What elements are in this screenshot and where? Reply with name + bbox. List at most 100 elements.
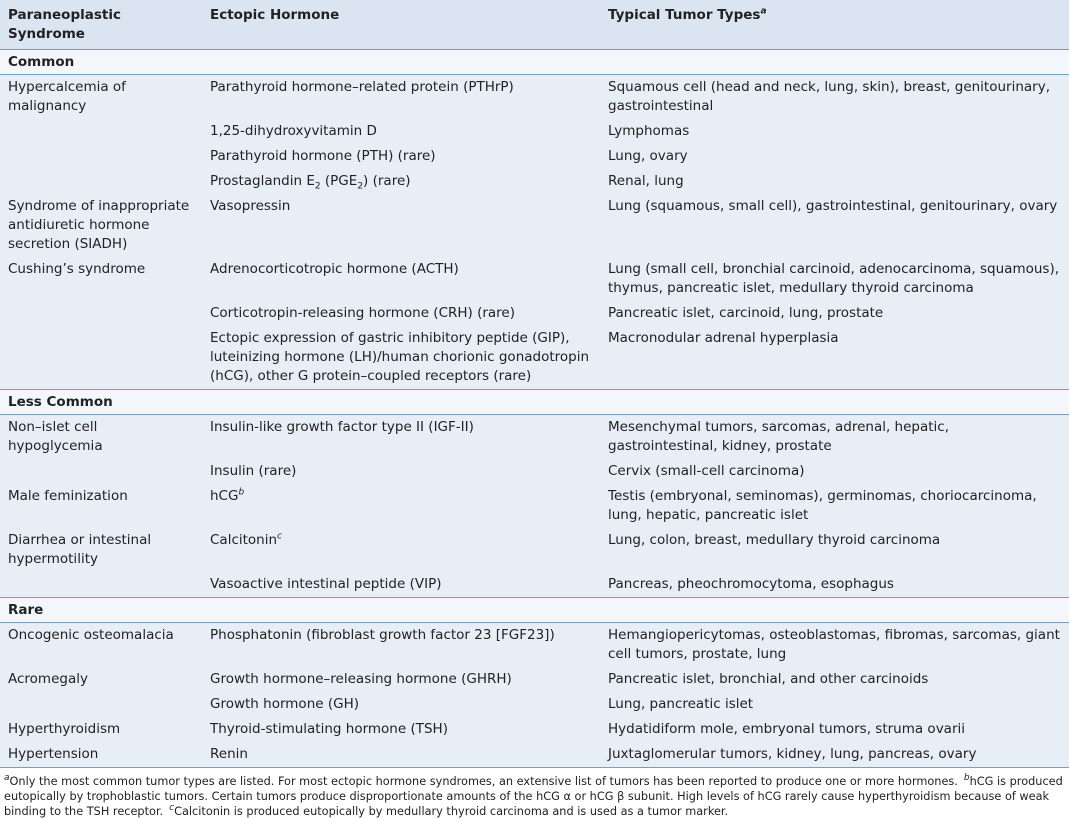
table-cell: Renal, lung xyxy=(600,169,1069,194)
table-cell: Mesenchymal tumors, sarcomas, adrenal, h… xyxy=(600,414,1069,459)
table-cell: Syndrome of inappropriate antidiuretic h… xyxy=(0,194,202,257)
subscript: 2 xyxy=(357,181,364,192)
table-cell: Oncogenic osteomalacia xyxy=(0,622,202,667)
table-cell: Pancreatic islet, carcinoid, lung, prost… xyxy=(600,301,1069,326)
table-cell: Insulin-like growth factor type II (IGF-… xyxy=(202,414,600,459)
table-cell: Lung (squamous, small cell), gastrointes… xyxy=(600,194,1069,257)
text: Lung, ovary xyxy=(608,148,688,164)
text: Non–islet cell hypoglycemia xyxy=(8,419,103,454)
text: Insulin-like growth factor type II (IGF-… xyxy=(210,419,474,435)
table-cell: hCGb xyxy=(202,484,600,528)
superscript: a xyxy=(760,6,767,17)
table-cell: Growth hormone (GH) xyxy=(202,692,600,717)
table-cell: Testis (embryonal, seminomas), germinoma… xyxy=(600,484,1069,528)
section-row: Common xyxy=(0,49,1069,75)
table-row: Growth hormone (GH) Lung, pancreatic isle… xyxy=(0,692,1069,717)
table-row: Cushing’s syndrome Adrenocorticotropic ho… xyxy=(0,257,1069,301)
text: Hydatidiform mole, embryonal tumors, str… xyxy=(608,721,966,737)
table-cell: Pancreas, pheochromocytoma, esophagus xyxy=(600,572,1069,598)
table-cell: 1,25-dihydroxyvitamin D xyxy=(202,119,600,144)
table-row: Male feminization hCGb Testis (embryonal, … xyxy=(0,484,1069,528)
column-header: Ectopic Hormone xyxy=(202,0,600,50)
table-cell: Growth hormone–releasing hormone (GHRH) xyxy=(202,667,600,692)
table-row: Corticotropin-releasing hormone (CRH) (r… xyxy=(0,301,1069,326)
text: Lymphomas xyxy=(608,123,690,139)
table-cell: Hypercalcemia of malignancy xyxy=(0,74,202,119)
text: Testis (embryonal, seminomas), germinoma… xyxy=(608,488,1037,523)
text: Diarrhea or intestinal hypermotility xyxy=(8,532,152,567)
text: ) (rare) xyxy=(363,173,411,189)
table-cell: Ectopic expression of gastric inhibitory… xyxy=(202,326,600,390)
header-row: Paraneoplastic Syndrome Ectopic Hormone Ty… xyxy=(0,0,1069,50)
table-cell: Pancreatic islet, bronchial, and other c… xyxy=(600,667,1069,692)
text: Calcitonin xyxy=(210,532,278,548)
table-cell xyxy=(0,144,202,169)
table-body: Common Hypercalcemia of malignancy Parathy… xyxy=(0,49,1069,767)
table-row: Non–islet cell hypoglycemia Insulin-like … xyxy=(0,414,1069,459)
text: Male feminization xyxy=(8,488,128,504)
footnotes: aOnly the most common tumor types are li… xyxy=(0,767,1069,819)
text: Vasoactive intestinal peptide (VIP) xyxy=(210,576,442,592)
text: Only the most common tumor types are lis… xyxy=(9,775,958,788)
section-row: Rare xyxy=(0,597,1069,623)
table-cell: Phosphatonin (fibroblast growth factor 2… xyxy=(202,622,600,667)
section-title: Common xyxy=(0,49,1069,75)
text: Hemangiopericytomas, osteoblastomas, fib… xyxy=(608,627,1060,662)
text: Cushing’s syndrome xyxy=(8,261,146,277)
table-cell xyxy=(0,326,202,390)
table-row: Oncogenic osteomalacia Phosphatonin (fibr… xyxy=(0,622,1069,667)
table-cell xyxy=(0,119,202,144)
text: Ectopic expression of gastric inhibitory… xyxy=(210,330,590,384)
table-cell: Corticotropin-releasing hormone (CRH) (r… xyxy=(202,301,600,326)
text: Ectopic Hormone xyxy=(210,7,340,23)
table-cell: Lung, colon, breast, medullary thyroid c… xyxy=(600,528,1069,572)
subscript: 2 xyxy=(314,181,321,192)
table-row: Hypertension Renin Juxtaglomerular tumors,… xyxy=(0,742,1069,767)
text: Thyroid-stimulating hormone (TSH) xyxy=(210,721,448,737)
text: hCG xyxy=(210,488,239,504)
text: Adrenocorticotropic hormone (ACTH) xyxy=(210,261,459,277)
superscript: a xyxy=(4,773,10,784)
table-row: 1,25-dihydroxyvitamin D Lymphomas xyxy=(0,119,1069,144)
table-row: Ectopic expression of gastric inhibitory… xyxy=(0,326,1069,390)
table-cell: Male feminization xyxy=(0,484,202,528)
text: Pancreatic islet, bronchial, and other c… xyxy=(608,671,929,687)
table-row: Hypercalcemia of malignancy Parathyroid h… xyxy=(0,74,1069,119)
table-row: Prostaglandin E2 (PGE2) (rare) Renal, lun… xyxy=(0,169,1069,194)
section-title: Less Common xyxy=(0,389,1069,415)
text: Common xyxy=(8,54,75,70)
table-cell: Squamous cell (head and neck, lung, skin… xyxy=(600,74,1069,119)
text: Pancreas, pheochromocytoma, esophagus xyxy=(608,576,894,592)
table-cell: Vasopressin xyxy=(202,194,600,257)
table-cell: Hyperthyroidism xyxy=(0,717,202,742)
column-header: Typical Tumor Typesa xyxy=(600,0,1069,50)
text: Hypertension xyxy=(8,746,99,762)
table-cell: Hypertension xyxy=(0,742,202,767)
table-cell: Insulin (rare) xyxy=(202,459,600,484)
table-cell: Acromegaly xyxy=(0,667,202,692)
footnote: aOnly the most common tumor types are li… xyxy=(4,773,958,788)
text: Syndrome of inappropriate antidiuretic h… xyxy=(8,198,190,252)
table-cell: Hemangiopericytomas, osteoblastomas, fib… xyxy=(600,622,1069,667)
text: Acromegaly xyxy=(8,671,88,687)
table-cell: Hydatidiform mole, embryonal tumors, str… xyxy=(600,717,1069,742)
text: Lung, pancreatic islet xyxy=(608,696,754,712)
table-row: Parathyroid hormone (PTH) (rare) Lung, ov… xyxy=(0,144,1069,169)
table-cell: Parathyroid hormone–related protein (PTH… xyxy=(202,74,600,119)
table-cell xyxy=(0,301,202,326)
text: (PGE xyxy=(320,173,358,189)
text: Typical Tumor Types xyxy=(608,7,761,23)
table-cell xyxy=(0,459,202,484)
table-row: Insulin (rare) Cervix (small-cell carcino… xyxy=(0,459,1069,484)
table-row: Vasoactive intestinal peptide (VIP) Pancr… xyxy=(0,572,1069,598)
table-cell: Thyroid-stimulating hormone (TSH) xyxy=(202,717,600,742)
text: Lung (small cell, bronchial carcinoid, a… xyxy=(608,261,1060,296)
text: Insulin (rare) xyxy=(210,463,297,479)
text: Growth hormone (GH) xyxy=(210,696,359,712)
text: Lung (squamous, small cell), gastrointes… xyxy=(608,198,1058,214)
section-title: Rare xyxy=(0,597,1069,623)
table-cell: Renin xyxy=(202,742,600,767)
table-cell: Lung, pancreatic islet xyxy=(600,692,1069,717)
text: Lung, colon, breast, medullary thyroid c… xyxy=(608,532,941,548)
text: Vasopressin xyxy=(210,198,291,214)
